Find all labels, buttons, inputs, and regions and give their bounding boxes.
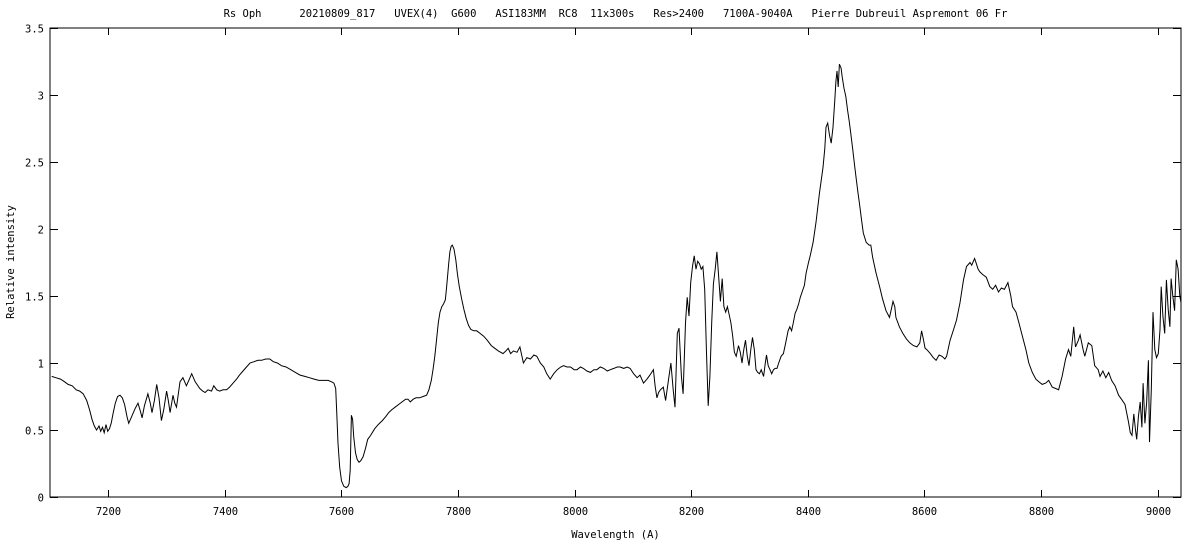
y-tick-label: 3.5 (25, 24, 44, 36)
y-tick-label: 1.5 (25, 292, 44, 304)
x-tick-label: 8800 (1029, 506, 1054, 518)
x-axis-label: Wavelength (A) (571, 529, 660, 541)
y-tick-label: 1 (38, 359, 44, 371)
x-tick-label: 8200 (679, 506, 704, 518)
y-tick-label: 2 (38, 225, 44, 237)
y-tick-label: 3 (38, 91, 44, 103)
x-tick-label: 8600 (912, 506, 937, 518)
y-tick-label: 0.5 (25, 426, 44, 438)
x-tick-label: 7600 (329, 506, 354, 518)
x-tick-label: 7800 (446, 506, 471, 518)
spectrum-line (51, 64, 1182, 489)
x-tick-label: 8400 (796, 506, 821, 518)
axis-tick-labels: 7200 7400 7600 7800 8000 8200 8400 8600 8800 9000… (25, 24, 1171, 519)
x-tick-label: 7400 (213, 506, 238, 518)
plot-frame (49, 27, 1182, 498)
y-tick-label: 0 (38, 493, 44, 505)
x-tick-label: 9000 (1146, 506, 1171, 518)
x-tick-label: 8000 (563, 506, 588, 518)
x-tick-label: 7200 (96, 506, 121, 518)
y-tick-label: 2.5 (25, 158, 44, 170)
axis-ticks (50, 28, 1181, 498)
chart-title: Rs Oph 20210809_817 UVEX(4) G600 ASI183M… (223, 8, 1008, 20)
